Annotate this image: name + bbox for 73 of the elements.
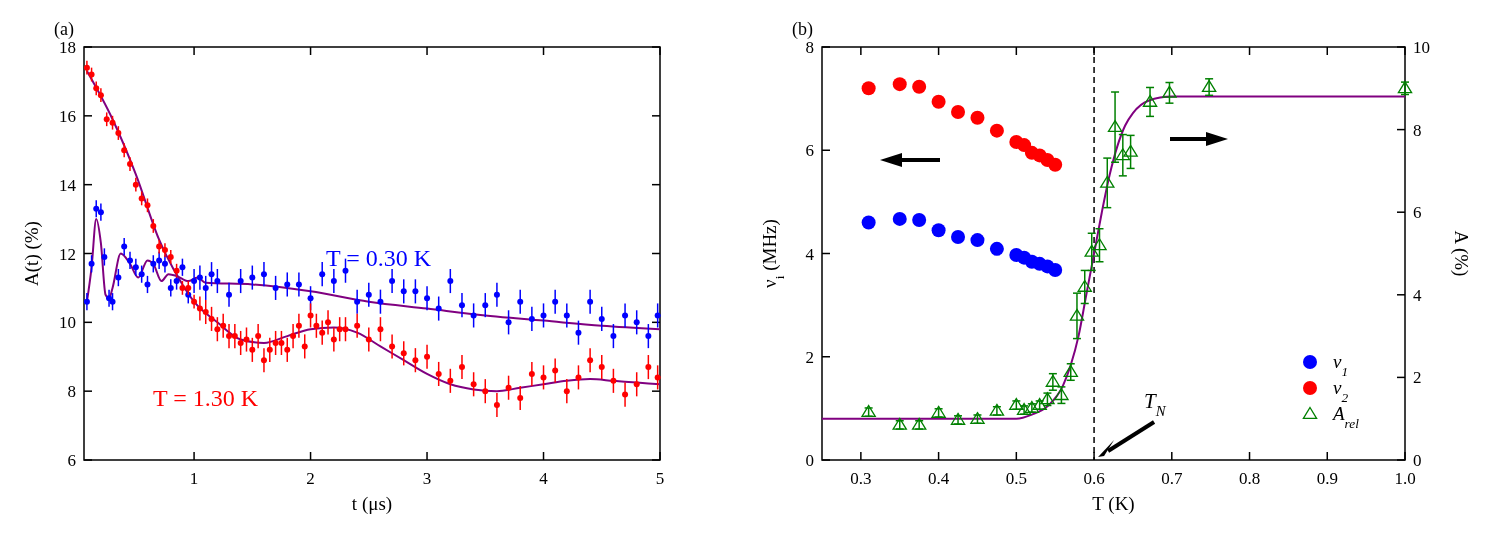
point [1397, 81, 1413, 94]
point [931, 94, 946, 109]
chart-title: (b) [792, 19, 813, 40]
x-tick-label: 0.4 [927, 469, 950, 488]
point [892, 77, 907, 92]
series-label: T = 0.30 K [325, 244, 432, 271]
y2-tick-label: 0 [1413, 451, 1422, 470]
y-tick-label: 12 [59, 244, 76, 264]
point [892, 211, 907, 226]
y-tick-label: 18 [59, 38, 76, 57]
legend-label: ν$_{2}$ [1333, 377, 1349, 405]
y-tick-label: 0 [805, 451, 814, 470]
point [1077, 279, 1092, 292]
y-tick-label: 6 [805, 141, 814, 161]
y-tick-label: 8 [805, 38, 814, 57]
point [931, 223, 946, 238]
y-tick-label: 6 [67, 451, 76, 470]
point [1100, 175, 1115, 188]
y2-tick-label: 2 [1413, 368, 1422, 388]
x-axis-title: T (K) [1092, 493, 1135, 515]
point [912, 79, 927, 94]
point [1092, 238, 1107, 251]
y2-tick-label: 10 [1413, 38, 1430, 57]
point [970, 233, 985, 248]
chart-title: (a) [54, 19, 74, 40]
x-tick-label: 4 [539, 469, 549, 488]
x-tick-label: 0.5 [1005, 469, 1027, 488]
series-label: T = 1.30 K [153, 385, 259, 412]
point [951, 229, 966, 244]
x-tick-label: 0.6 [1083, 469, 1105, 488]
point [1142, 94, 1158, 107]
point [1107, 119, 1123, 133]
y2-axis-title: A (%) [1450, 230, 1472, 277]
point [989, 123, 1004, 138]
x-tick-label: 1 [189, 469, 199, 488]
point [1048, 263, 1063, 278]
x-tick-label: 0.7 [1161, 469, 1183, 488]
y-tick-label: 2 [805, 347, 814, 367]
y-tick-label: 16 [59, 106, 76, 126]
x-tick-label: 0.9 [1316, 469, 1338, 488]
point [1201, 79, 1217, 93]
point [1084, 244, 1099, 257]
y-tick-label: 8 [67, 382, 76, 402]
x-axis-title: t (μs) [351, 493, 393, 515]
point [1045, 374, 1061, 387]
y-axis-title: A(t) (%) [21, 221, 43, 286]
y-tick-label: 10 [59, 313, 76, 333]
point [861, 81, 876, 96]
point [1115, 148, 1131, 161]
legend-label: A$_{rel}$ [1331, 403, 1360, 431]
point [989, 241, 1004, 256]
point [1069, 308, 1085, 321]
y2-tick-label: 6 [1413, 203, 1422, 223]
y-tick-label: 14 [59, 175, 77, 195]
x-tick-label: 2 [306, 469, 315, 488]
point [1162, 85, 1177, 98]
point [1063, 364, 1078, 377]
y-tick-label: 4 [805, 244, 815, 264]
point [1123, 144, 1138, 157]
x-tick-label: 3 [422, 469, 432, 488]
point [1048, 157, 1063, 172]
y2-tick-label: 4 [1413, 285, 1422, 305]
legend-label: ν$_{1}$ [1333, 351, 1349, 379]
x-tick-label: 5 [655, 469, 665, 488]
point [912, 212, 927, 227]
point [970, 110, 985, 125]
annotation: T$_{N}$ [1144, 389, 1167, 419]
y2-tick-label: 8 [1413, 120, 1422, 140]
x-tick-label: 0.3 [850, 469, 872, 488]
point [861, 215, 876, 230]
point [951, 105, 966, 120]
x-tick-label: 1.0 [1394, 469, 1416, 488]
x-tick-label: 0.8 [1238, 469, 1261, 488]
